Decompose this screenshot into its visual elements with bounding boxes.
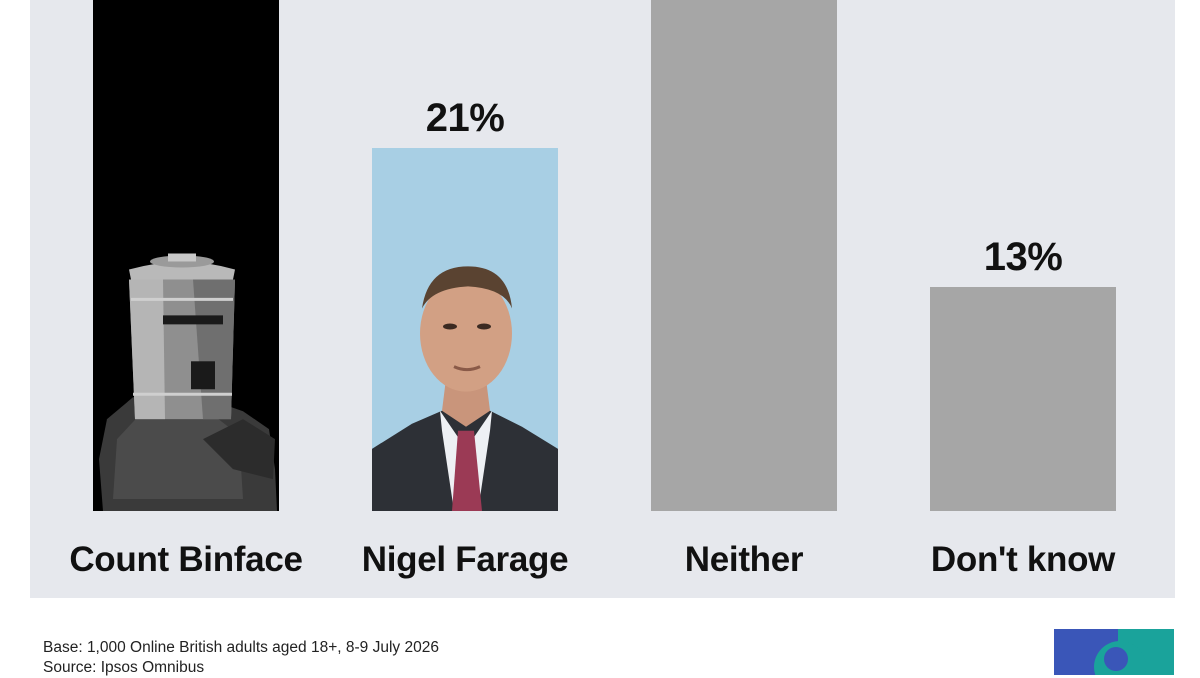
- bar-count-binface: [93, 0, 279, 511]
- base-note: Base: 1,000 Online British adults aged 1…: [43, 639, 439, 656]
- bar-neither: [651, 0, 837, 511]
- ipsos-logo: [1054, 629, 1174, 675]
- value-label-dont-know: 13%: [983, 235, 1063, 279]
- category-label-count-binface: Count Binface: [69, 540, 303, 579]
- bar-nigel-farage: [372, 148, 558, 511]
- source-note: Source: Ipsos Omnibus: [43, 659, 205, 676]
- count-binface-photo: [93, 0, 279, 511]
- category-label-nigel-farage: Nigel Farage: [361, 540, 569, 579]
- category-label-neither: Neither: [684, 540, 804, 579]
- bar-dont-know: [930, 287, 1116, 511]
- value-label-nigel-farage: 21%: [425, 96, 505, 140]
- footnote: Base: 1,000 Online British adults aged 1…: [43, 638, 439, 678]
- category-label-dont-know: Don't know: [930, 540, 1116, 579]
- nigel-farage-photo: [372, 148, 558, 511]
